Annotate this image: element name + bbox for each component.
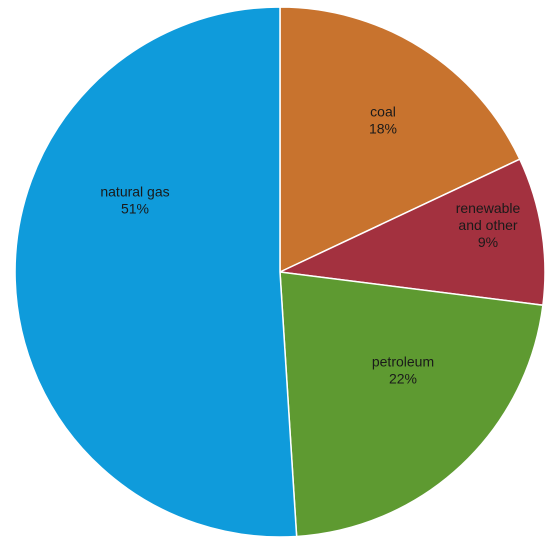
slice-label-line: 9% xyxy=(478,234,498,250)
slice-label-line: 22% xyxy=(389,371,417,387)
pie-labels: coal 18% renewable and other 9% petroleum 22% n… xyxy=(100,104,520,387)
slice-label-line: natural gas xyxy=(100,184,169,200)
slice-label-petroleum: petroleum 22% xyxy=(372,354,434,387)
slice-natural-gas xyxy=(14,6,298,538)
pie-slices xyxy=(14,6,546,538)
slice-label-line: petroleum xyxy=(372,354,434,370)
slice-label-line: 51% xyxy=(121,201,149,217)
slice-label-line: 18% xyxy=(369,121,397,137)
slice-petroleum xyxy=(279,271,544,538)
slice-label-line: and other xyxy=(458,217,517,233)
slice-label-line: coal xyxy=(370,104,396,120)
slice-coal xyxy=(279,6,521,274)
slice-label-renewable-and-other: renewable and other 9% xyxy=(456,200,521,250)
slice-renewable-and-other xyxy=(277,158,546,307)
slice-label-coal: coal 18% xyxy=(369,104,397,137)
slice-label-line: renewable xyxy=(456,200,521,216)
slice-label-natural-gas: natural gas 51% xyxy=(100,184,169,217)
